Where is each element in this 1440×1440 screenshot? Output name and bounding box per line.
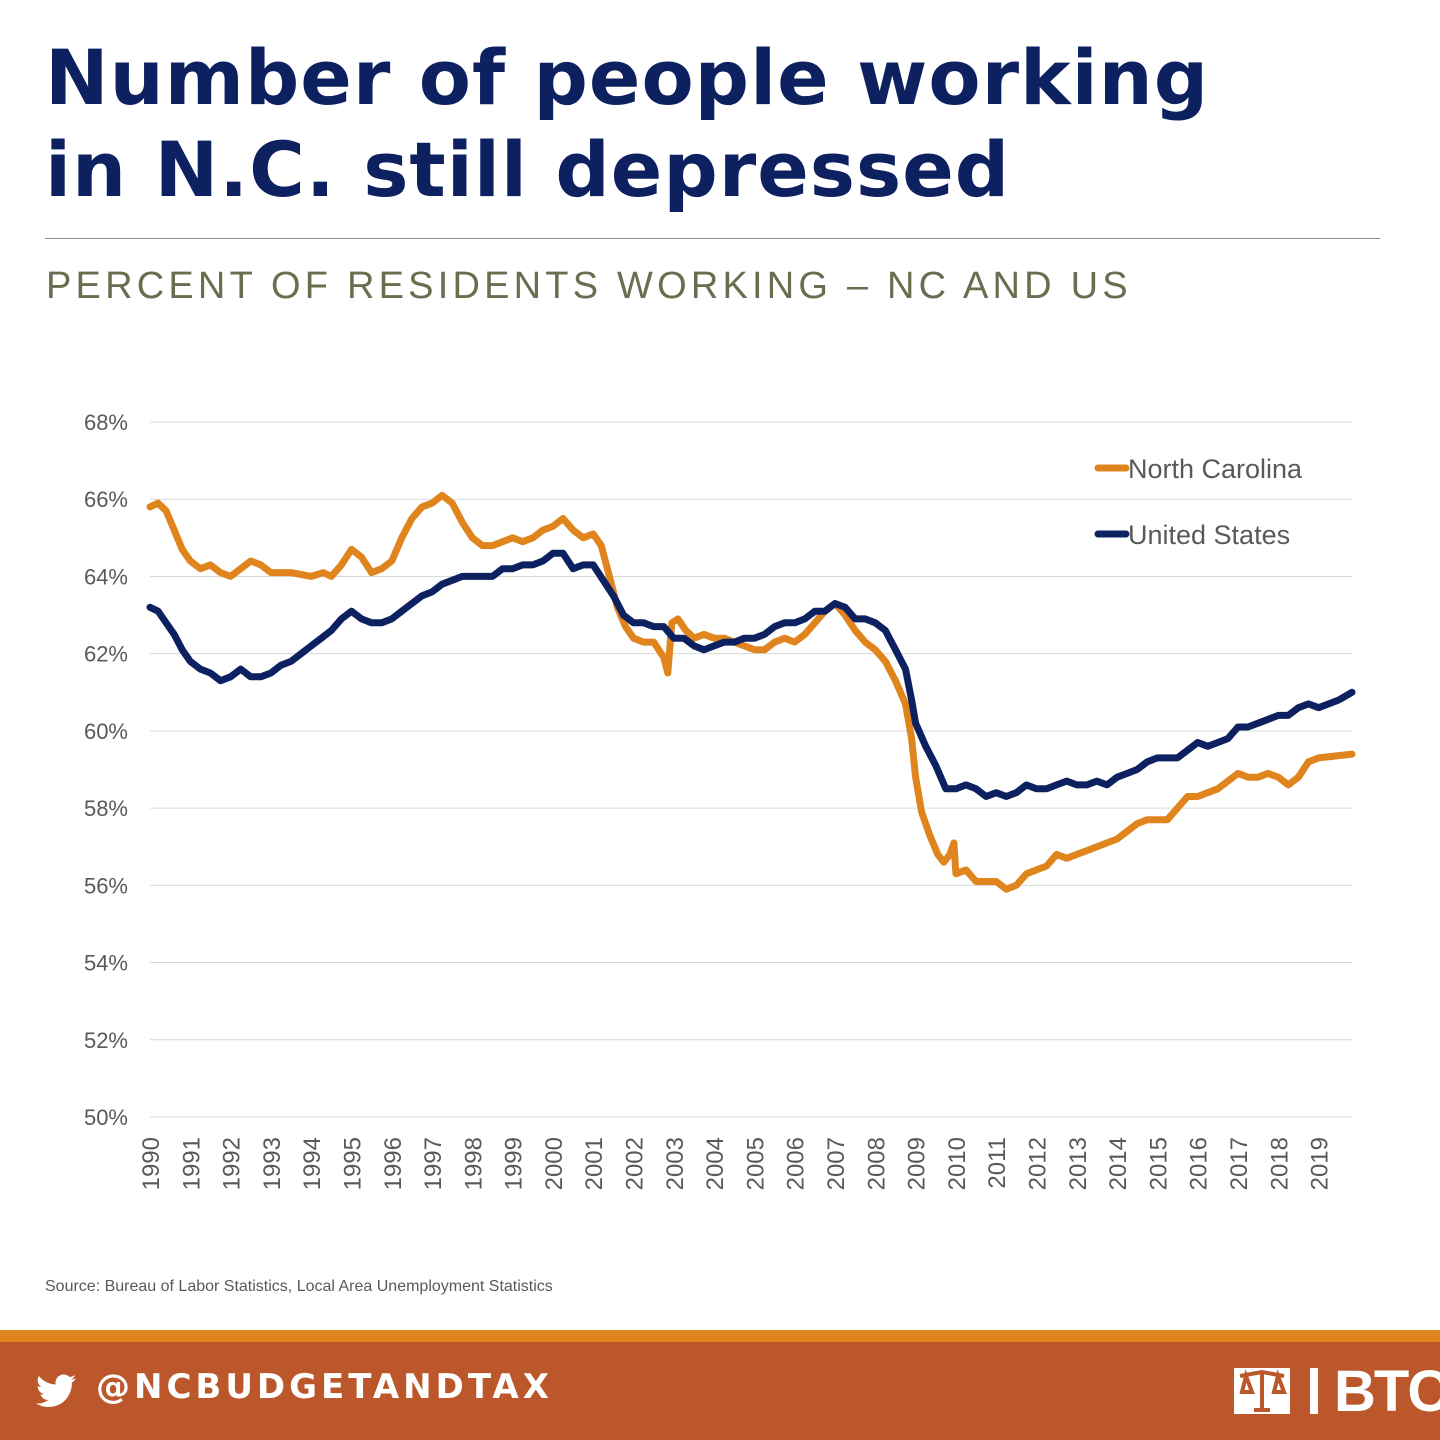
y-tick-label: 58% [84,796,128,821]
btc-logo-icon [1234,1368,1318,1414]
source-note: Source: Bureau of Labor Statistics, Loca… [45,1278,553,1295]
x-tick-label: 2001 [581,1137,608,1190]
line-chart: 50%52%54%56%58%60%62%64%66%68% 1990 1991 1… [84,410,1356,1190]
x-tick-label: 2008 [863,1137,890,1190]
legend-label: United States [1128,520,1290,550]
x-tick-label: 1999 [501,1137,528,1190]
chart-subtitle: PERCENT OF RESIDENTS WORKING – NC AND US [46,265,1132,307]
x-tick-label: 1993 [259,1137,286,1190]
twitter-handle[interactable]: @NCBUDGETANDTAX [96,1367,553,1407]
x-tick-label: 2002 [622,1137,649,1190]
x-tick-label: 1994 [299,1137,326,1190]
x-tick-label: 2016 [1186,1137,1213,1190]
x-tick-label: 2015 [1145,1137,1172,1190]
x-tick-label: 2004 [702,1137,729,1190]
x-tick-label: 2010 [944,1137,971,1190]
x-tick-label: 2018 [1266,1137,1293,1190]
title-line-1: Number of people working [45,33,1210,122]
footer-band [0,1342,1440,1440]
x-tick-label: 2012 [1024,1137,1051,1190]
y-tick-label: 56% [84,873,128,898]
series-line [146,549,1356,800]
series-line [146,491,1356,893]
x-axis-labels: 1990 1991 1992 1993 1994 1995 1996 1997 1998 1999… [138,1137,1334,1190]
y-tick-label: 62% [84,642,128,667]
title-line-2: in N.C. still depressed [45,125,1011,214]
legend-label: North Carolina [1128,454,1303,484]
x-tick-label: 2006 [783,1137,810,1190]
x-tick-label: 2019 [1307,1137,1334,1190]
series-lines [146,491,1356,893]
y-tick-label: 50% [84,1105,128,1130]
x-tick-label: 2017 [1226,1137,1253,1190]
x-tick-label: 1996 [380,1137,407,1190]
y-tick-label: 68% [84,410,128,435]
y-tick-label: 64% [84,564,128,589]
x-tick-label: 2005 [742,1137,769,1190]
x-tick-label: 1998 [460,1137,487,1190]
y-tick-label: 52% [84,1028,128,1053]
page-title: Number of people working in N.C. still d… [45,32,1209,216]
x-tick-label: 2009 [904,1137,931,1190]
y-tick-label: 60% [84,719,128,744]
x-tick-label: 1990 [138,1137,165,1190]
x-tick-label: 2003 [662,1137,689,1190]
legend: North Carolina United States [1094,454,1303,550]
x-tick-label: 1992 [219,1137,246,1190]
x-tick-label: 2014 [1105,1137,1132,1190]
x-tick-label: 2000 [541,1137,568,1190]
x-tick-label: 2007 [823,1137,850,1190]
x-tick-label: 2011 [984,1137,1011,1189]
y-tick-label: 54% [84,951,128,976]
y-axis-labels: 50% 52% 54% 56% 58% 60% 62% 64% 66% 68% [84,410,128,1130]
x-tick-label: 2013 [1065,1137,1092,1190]
logo-text: BTC [1334,1359,1440,1424]
twitter-icon[interactable] [36,1374,76,1408]
x-tick-label: 1995 [339,1137,366,1190]
x-tick-label: 1997 [420,1137,447,1190]
gridlines [150,421,1352,1118]
y-tick-label: 66% [84,487,128,512]
title-divider [45,238,1380,239]
x-tick-label: 1991 [178,1137,205,1190]
footer-accent-bar [0,1330,1440,1342]
